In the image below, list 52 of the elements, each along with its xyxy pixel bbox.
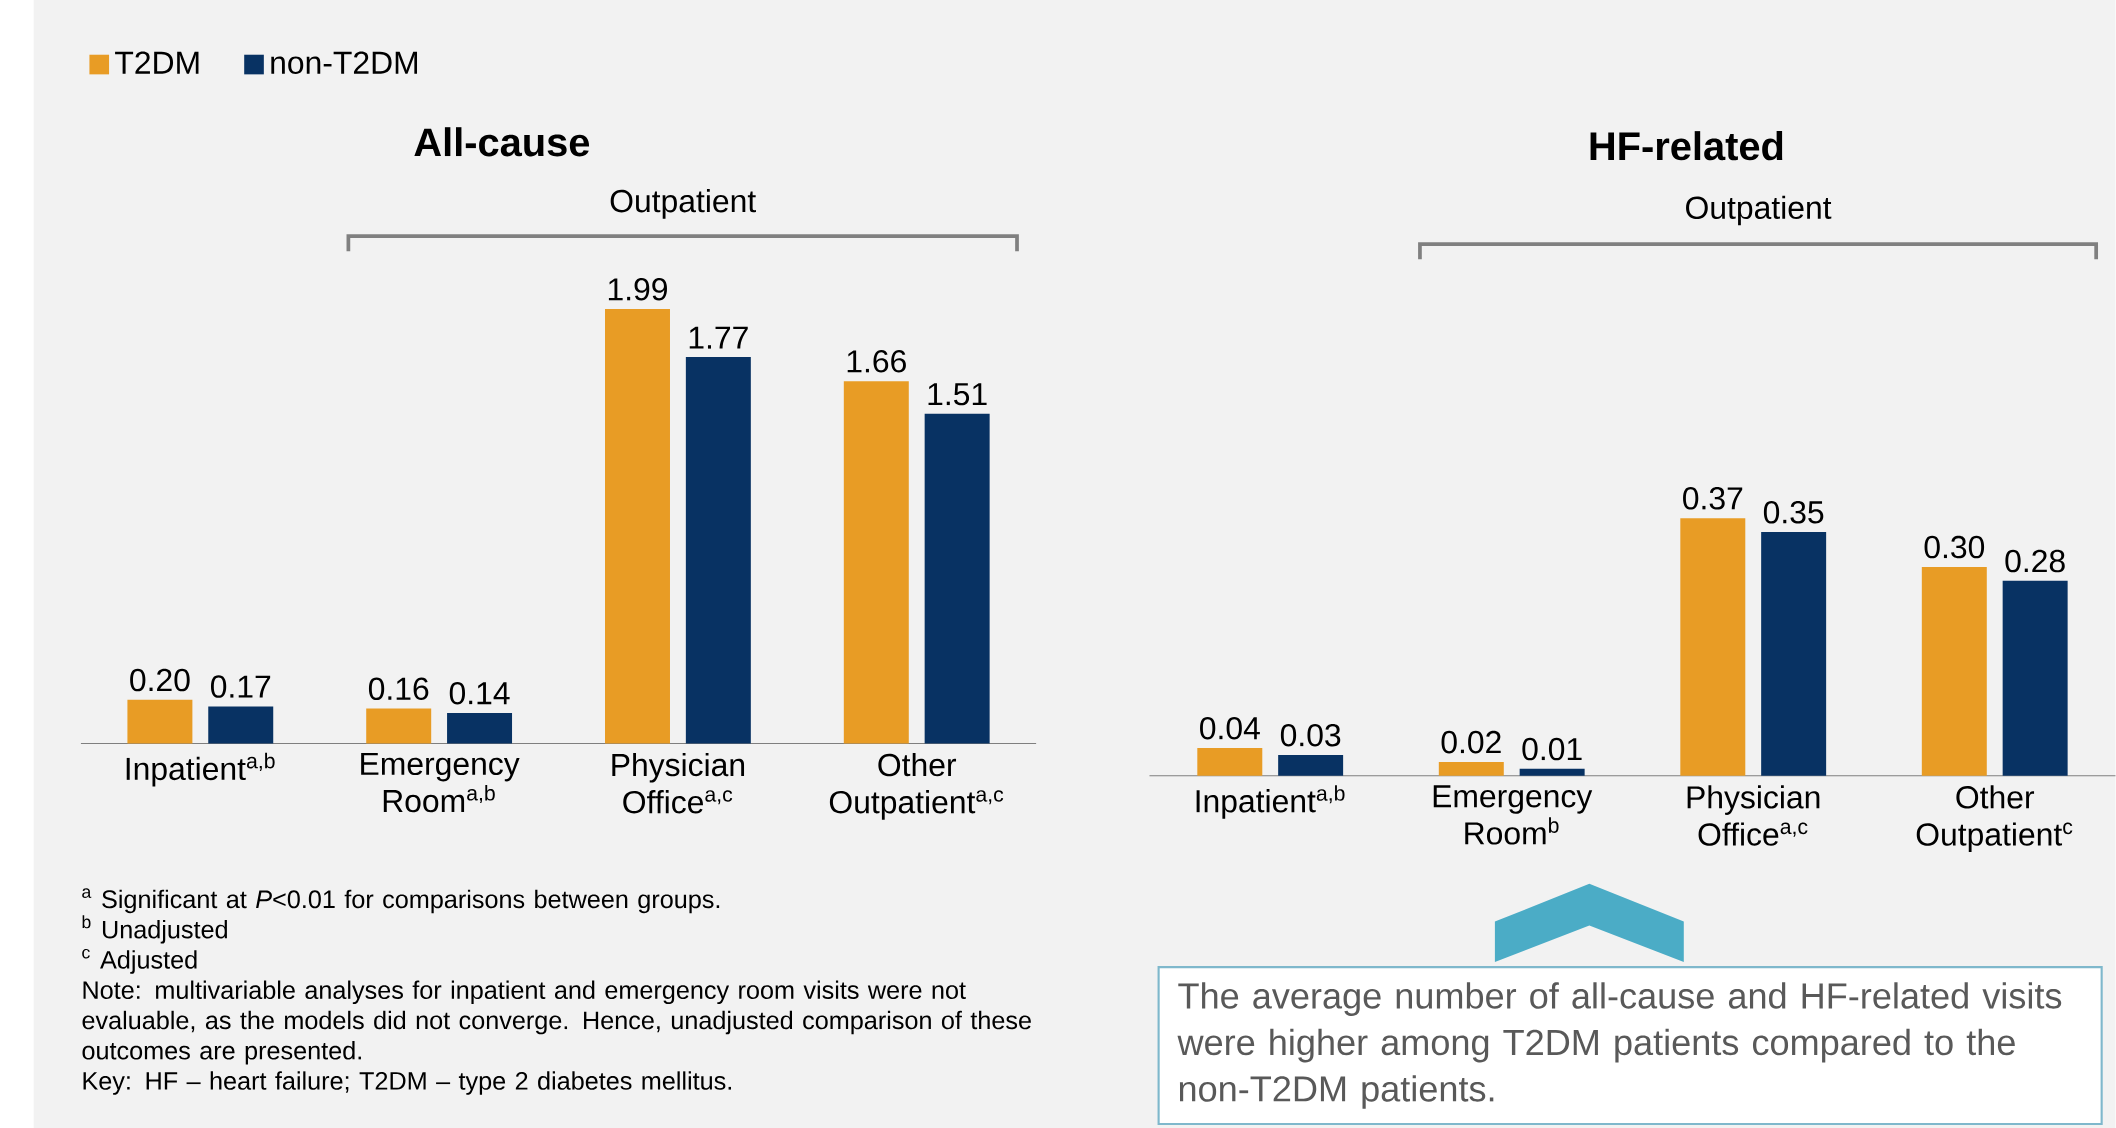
data-label: 1.99: [608, 278, 667, 301]
x-tick-label: Physician Office$^{a,c}$: [612, 752, 745, 814]
data-label: 0.02: [1441, 730, 1501, 754]
text: The average number of all-cause and HF-related visits were higher among T2DM patients compared to the non-T2DM patients.: [1177, 982, 2062, 1109]
text: $^{a}$ Significant at P<0.01 for comparisons between groups.: [82, 888, 720, 914]
bar: [366, 708, 432, 744]
data-label: 0.03: [1280, 723, 1341, 747]
legend-label: T2DM: [115, 51, 199, 74]
bar: [2002, 580, 2068, 776]
bar: [605, 309, 670, 744]
bar: [1761, 532, 1827, 776]
legend-label: non-T2DM: [271, 51, 418, 74]
data-label: 0.17: [210, 675, 271, 698]
text: Note: multivariable analyses for inpatient and emergency room visits were not evaluable, as the models did not converge. Hence, unadjusted comparison of these outcomes are presented.: [82, 980, 1031, 1065]
x-tick-label: Inpatient$^{a,b}$: [1196, 785, 1345, 819]
x-tick-label: Physician Office$^{a,c}$: [1687, 785, 1820, 846]
text: Key: HF – heart failure; T2DM – type 2 diabetes mellitus.: [83, 1071, 731, 1095]
data-label: 0.37: [1683, 487, 1743, 510]
bar: [685, 357, 751, 744]
bar: [208, 706, 274, 744]
data-label: 0.16: [368, 677, 429, 701]
data-label: 1.51: [928, 383, 987, 406]
data-label: 0.30: [1924, 535, 1985, 559]
bar: [127, 699, 193, 744]
chart-title: All-cause: [414, 127, 590, 157]
x-tick-label: Emergency Room$^{b}$: [1433, 785, 1593, 845]
bar: [447, 712, 513, 744]
bar: [1519, 768, 1585, 776]
x-tick-label: Emergency Room$^{a,b}$: [361, 752, 520, 813]
x-tick-label: Inpatient$^{a,b}$: [126, 752, 275, 787]
data-label: 0.01: [1522, 737, 1582, 761]
bar: [1680, 518, 1746, 776]
bar: [1921, 566, 1987, 776]
x-tick-label: Other Outpatient$^{c}$: [1916, 785, 2073, 853]
bar: [1197, 747, 1263, 776]
text: $^{b}$ Unadjusted: [82, 915, 227, 944]
bar: [843, 381, 909, 744]
bar: [924, 413, 990, 744]
text: $^{c}$ Adjusted: [82, 948, 197, 974]
data-label: 1.66: [847, 350, 906, 373]
data-label: 0.28: [2005, 549, 2065, 573]
chart-title: HF-related: [1590, 131, 1783, 161]
data-label: 0.35: [1763, 501, 1824, 524]
bar: [1278, 754, 1344, 776]
x-tick-label: Other Outpatient$^{a,c}$: [829, 752, 1004, 820]
text: Outpatient: [610, 189, 756, 219]
data-label: 1.77: [689, 326, 748, 349]
bar: [1438, 761, 1504, 776]
text: Outpatient: [1686, 195, 1832, 226]
data-label: 0.14: [449, 681, 510, 705]
data-label: 0.04: [1200, 716, 1260, 740]
data-label: 0.20: [130, 668, 190, 692]
